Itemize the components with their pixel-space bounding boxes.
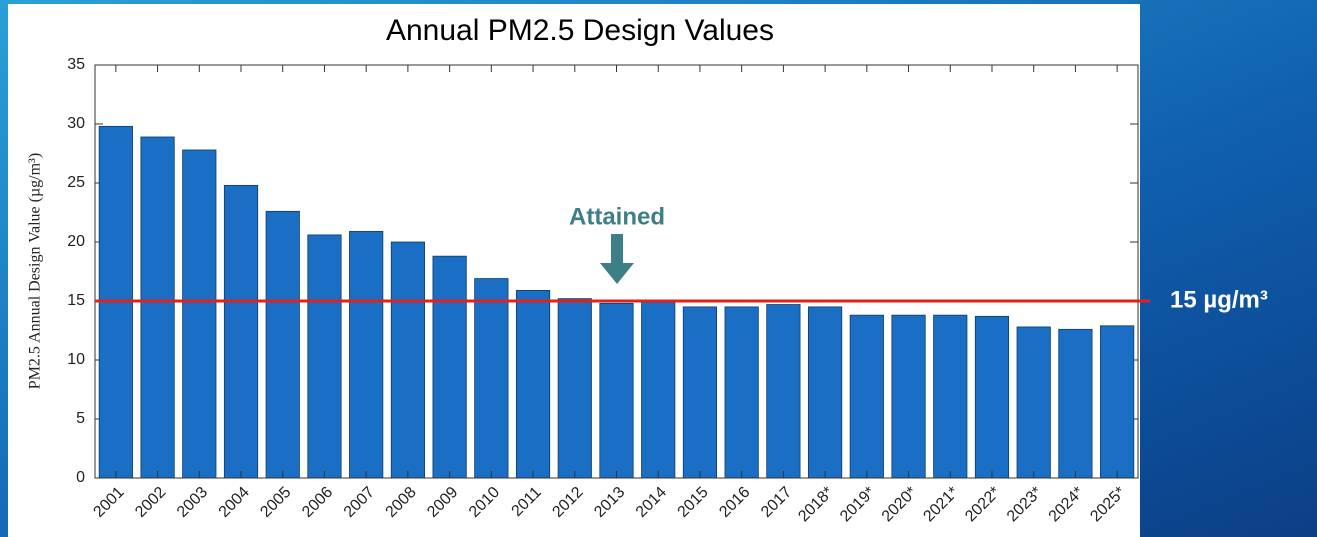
bar bbox=[808, 306, 843, 479]
bar bbox=[307, 234, 342, 479]
bar bbox=[682, 306, 718, 479]
bar bbox=[933, 314, 968, 479]
bar bbox=[891, 314, 926, 479]
bar bbox=[641, 301, 676, 479]
y-axis-label: PM2.5 Annual Design Value (µg/m³) bbox=[27, 153, 44, 389]
bar bbox=[724, 306, 759, 479]
bar bbox=[1016, 326, 1051, 479]
y-tick-label: 15 bbox=[67, 292, 85, 309]
bar bbox=[766, 304, 801, 479]
bar bbox=[349, 230, 384, 479]
bar bbox=[557, 298, 592, 479]
bar bbox=[223, 184, 259, 479]
bar bbox=[849, 314, 884, 479]
bar bbox=[432, 255, 467, 479]
annotation-arrow-head bbox=[600, 263, 634, 284]
annotation: Attained bbox=[569, 203, 665, 230]
bar bbox=[474, 278, 509, 479]
bar bbox=[599, 302, 634, 479]
y-tick-label: 20 bbox=[67, 233, 85, 250]
y-tick-label: 0 bbox=[76, 469, 85, 486]
bar bbox=[515, 289, 551, 479]
y-tick-label: 35 bbox=[67, 56, 85, 73]
bar bbox=[182, 149, 217, 479]
bar bbox=[265, 210, 300, 479]
reference-label: 15 µg/m³ bbox=[1170, 286, 1268, 313]
bar bbox=[1100, 325, 1135, 479]
y-tick-label: 30 bbox=[67, 115, 85, 132]
bar bbox=[974, 315, 1010, 479]
plot-frame bbox=[94, 64, 1139, 479]
y-tick-label: 10 bbox=[67, 351, 85, 368]
y-tick-label: 25 bbox=[67, 174, 85, 191]
bar bbox=[1058, 328, 1093, 479]
bar bbox=[390, 241, 425, 479]
bar bbox=[140, 136, 175, 479]
annotation-arrow-shaft bbox=[611, 234, 623, 264]
chart-title: Annual PM2.5 Design Values bbox=[386, 14, 774, 47]
y-tick-label: 5 bbox=[76, 410, 85, 427]
